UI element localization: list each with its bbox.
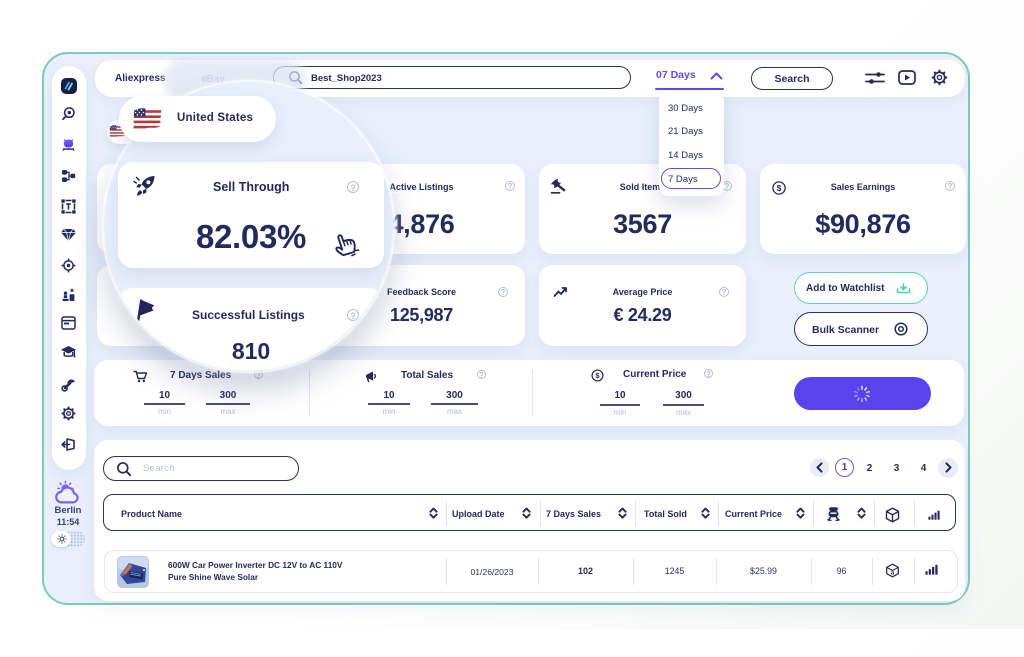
- svg-text:$: $: [595, 371, 599, 380]
- svg-text:a: a: [891, 568, 895, 577]
- svg-text:$: $: [777, 183, 782, 193]
